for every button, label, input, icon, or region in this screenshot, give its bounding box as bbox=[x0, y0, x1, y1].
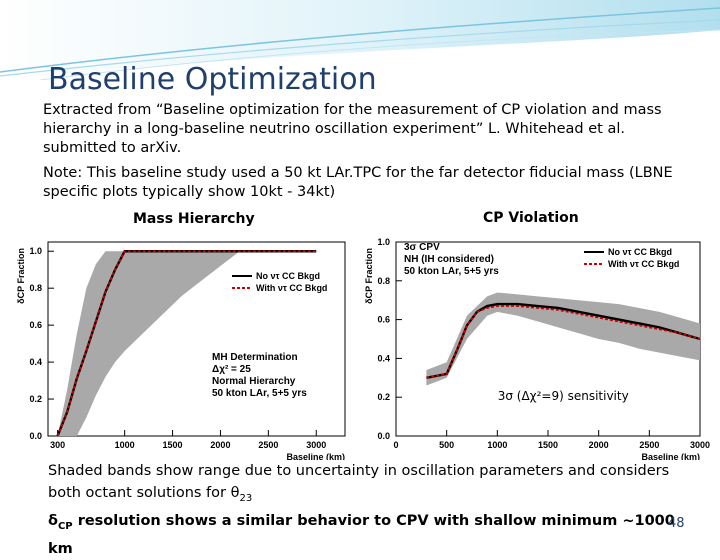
y-tick-label: 0.2 bbox=[29, 394, 42, 404]
series-line bbox=[56, 250, 317, 437]
x-tick-label: 1500 bbox=[163, 440, 183, 450]
y-tick-label: 0.0 bbox=[377, 431, 390, 441]
y-tick-label: 0.2 bbox=[377, 392, 390, 402]
plot-annotation: 3σ CPV bbox=[404, 242, 440, 253]
y-tick-label: 1.0 bbox=[29, 246, 42, 256]
legend-entry: With ντ CC Bkgd bbox=[256, 283, 327, 293]
y-tick-label: 0.6 bbox=[377, 315, 390, 325]
x-tick-label: 0 bbox=[393, 440, 398, 450]
y-tick-label: 0.8 bbox=[377, 276, 390, 286]
note-shaded-bands: Shaded bands show range due to uncertain… bbox=[48, 463, 670, 504]
series-line bbox=[426, 305, 701, 379]
plot-annotation: 50 kton LAr, 5+5 yrs bbox=[212, 388, 307, 399]
y-tick-label: 0.4 bbox=[377, 353, 390, 363]
note-dcp-resolution: δCP resolution shows a similar behavior … bbox=[48, 512, 675, 557]
notes: Shaded bands show range due to uncertain… bbox=[48, 460, 688, 560]
y-tick-label: 1.0 bbox=[377, 237, 390, 247]
cp-violation-heading: CP Violation bbox=[483, 210, 579, 226]
mass-hierarchy-heading: Mass Hierarchy bbox=[133, 211, 255, 227]
y-tick-label: 0.6 bbox=[29, 320, 42, 330]
y-tick-label: 0.0 bbox=[29, 431, 42, 441]
x-tick-label: 2000 bbox=[210, 440, 230, 450]
plot-annotation: NH (IH considered) bbox=[404, 254, 494, 265]
slide-title: Baseline Optimization bbox=[48, 62, 377, 97]
x-tick-label: 1000 bbox=[115, 440, 135, 450]
x-tick-label: 3000 bbox=[306, 440, 326, 450]
x-axis-label: Baseline (km) bbox=[641, 452, 700, 460]
x-tick-label: 1000 bbox=[487, 440, 507, 450]
legend-entry: With ντ CC Bkgd bbox=[608, 259, 679, 269]
header-banner bbox=[0, 0, 720, 80]
plot-annotation: Normal Hierarchy bbox=[212, 376, 296, 387]
plot-annotation: Δχ² = 25 bbox=[212, 364, 251, 375]
note-paragraph: Note: This baseline study used a 50 kt L… bbox=[43, 165, 673, 200]
uncertainty-band bbox=[426, 292, 700, 386]
x-tick-label: 500 bbox=[439, 440, 454, 450]
legend-entry: No ντ CC Bkgd bbox=[608, 247, 672, 257]
uncertainty-band bbox=[57, 251, 317, 436]
sensitivity-label: 3σ (Δχ²=9) sensitivity bbox=[498, 389, 629, 403]
plot-annotation: 50 kton LAr, 5+5 yrs bbox=[404, 266, 499, 277]
x-tick-label: 300 bbox=[50, 440, 65, 450]
y-axis-label: δCP Fraction bbox=[16, 248, 26, 304]
page-number: 48 bbox=[668, 516, 685, 531]
y-tick-label: 0.8 bbox=[29, 283, 42, 293]
x-tick-label: 3000 bbox=[690, 440, 710, 450]
cp-violation-plot: 0 500 1000 1500 2000 2500 3000 0.0 0.2 0.4 0.6 0.8 1… bbox=[364, 237, 710, 460]
x-axis-label: Baseline (km) bbox=[286, 452, 345, 460]
series-line bbox=[426, 302, 701, 379]
plot-annotation: MH Determination bbox=[212, 352, 298, 363]
x-tick-label: 1500 bbox=[538, 440, 558, 450]
legend-entry: No ντ CC Bkgd bbox=[256, 271, 320, 281]
x-tick-label: 2500 bbox=[639, 440, 659, 450]
x-tick-label: 2500 bbox=[258, 440, 278, 450]
mass-hierarchy-plot: 300 1000 1500 2000 2500 3000 0.0 0.2 0.4 0.6 0.8 1.… bbox=[16, 241, 346, 460]
y-axis-label: δCP Fraction bbox=[364, 248, 374, 304]
x-tick-label: 2000 bbox=[589, 440, 609, 450]
source-paragraph: Extracted from “Baseline optimization fo… bbox=[43, 102, 662, 156]
y-tick-label: 0.4 bbox=[29, 357, 42, 367]
